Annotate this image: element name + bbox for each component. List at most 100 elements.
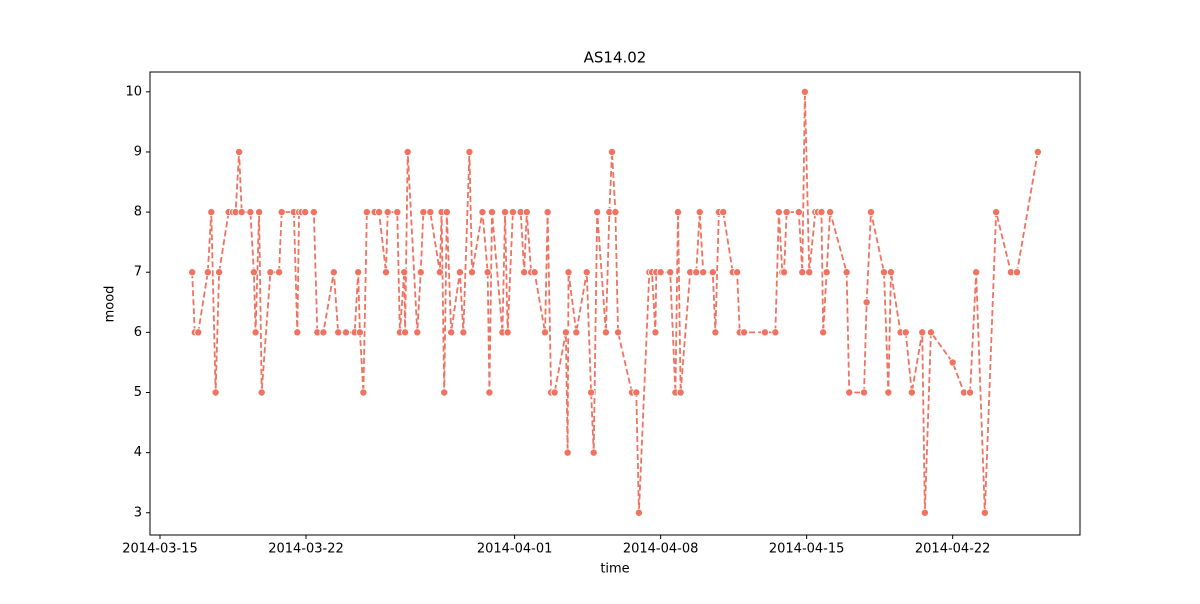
data-point <box>992 208 1001 217</box>
data-point <box>666 268 675 277</box>
data-point <box>582 268 591 277</box>
data-point <box>293 328 302 337</box>
data-point <box>692 268 701 277</box>
data-point <box>334 328 343 337</box>
data-point <box>826 208 835 217</box>
data-point <box>393 208 402 217</box>
data-point <box>235 147 244 156</box>
data-point <box>522 208 531 217</box>
data-point <box>966 388 975 397</box>
data-point <box>948 358 957 367</box>
data-point <box>918 328 927 337</box>
data-point <box>375 208 384 217</box>
data-point <box>249 268 258 277</box>
data-point <box>611 208 620 217</box>
data-point <box>400 268 409 277</box>
data-point <box>805 268 814 277</box>
data-point <box>656 268 665 277</box>
data-point <box>771 328 780 337</box>
y-tick-label: 8 <box>134 205 142 220</box>
data-point <box>341 328 350 337</box>
data-point <box>194 328 203 337</box>
data-point <box>354 268 363 277</box>
plot-frame <box>149 71 1081 536</box>
data-point <box>740 328 749 337</box>
data-point <box>699 268 708 277</box>
data-point <box>381 268 390 277</box>
data-point <box>695 208 704 217</box>
data-point <box>419 208 428 217</box>
y-tick-label: 6 <box>134 325 142 340</box>
data-point <box>800 87 809 96</box>
data-point <box>794 208 803 217</box>
data-point <box>901 328 910 337</box>
x-tick-label: 2014-03-22 <box>268 542 344 557</box>
data-point <box>435 268 444 277</box>
data-point <box>593 208 602 217</box>
data-point <box>572 328 581 337</box>
data-point <box>383 208 392 217</box>
data-point <box>403 147 412 156</box>
data-point <box>708 268 717 277</box>
data-point <box>845 388 854 397</box>
data-point <box>203 268 212 277</box>
data-point <box>413 328 422 337</box>
data-point <box>632 388 641 397</box>
y-tick-label: 9 <box>134 144 142 159</box>
data-point <box>503 328 512 337</box>
data-point <box>561 328 570 337</box>
y-tick-label: 3 <box>134 505 142 520</box>
data-point <box>501 208 510 217</box>
data-point <box>465 147 474 156</box>
data-point <box>215 268 224 277</box>
x-tick-label: 2014-04-22 <box>915 542 991 557</box>
data-point <box>651 328 660 337</box>
data-point <box>711 328 720 337</box>
data-point <box>676 388 685 397</box>
data-point <box>587 388 596 397</box>
data-point <box>880 268 889 277</box>
data-point <box>819 328 828 337</box>
data-point <box>860 388 869 397</box>
data-point <box>488 208 497 217</box>
data-point <box>564 268 573 277</box>
x-tick-label: 2014-04-15 <box>769 542 845 557</box>
data-point <box>440 388 449 397</box>
data-point <box>733 268 742 277</box>
data-point <box>455 268 464 277</box>
data-point <box>301 208 310 217</box>
data-point <box>920 508 929 517</box>
data-point <box>926 328 935 337</box>
data-point <box>614 328 623 337</box>
y-tick-label: 7 <box>134 265 142 280</box>
data-point <box>884 388 893 397</box>
data-point <box>362 208 371 217</box>
data-point <box>508 208 517 217</box>
data-point <box>277 208 286 217</box>
data-point <box>842 268 851 277</box>
y-tick-label: 5 <box>134 385 142 400</box>
data-point <box>530 268 539 277</box>
data-point <box>257 388 266 397</box>
y-tick-label: 4 <box>134 445 142 460</box>
data-point <box>319 328 328 337</box>
data-point <box>309 208 318 217</box>
data-point <box>907 388 916 397</box>
data-point <box>972 268 981 277</box>
x-axis-label: time <box>600 562 629 577</box>
data-point <box>520 268 529 277</box>
data-point <box>251 328 260 337</box>
data-point <box>886 268 895 277</box>
data-point <box>426 208 435 217</box>
data-point <box>550 388 559 397</box>
data-point <box>237 208 246 217</box>
data-point <box>817 208 826 217</box>
data-point <box>329 268 338 277</box>
y-axis-label: mood <box>103 286 118 323</box>
data-point <box>1012 268 1021 277</box>
data-point <box>416 268 425 277</box>
data-point <box>468 268 477 277</box>
data-point <box>483 268 492 277</box>
x-tick-label: 2014-03-15 <box>122 542 198 557</box>
